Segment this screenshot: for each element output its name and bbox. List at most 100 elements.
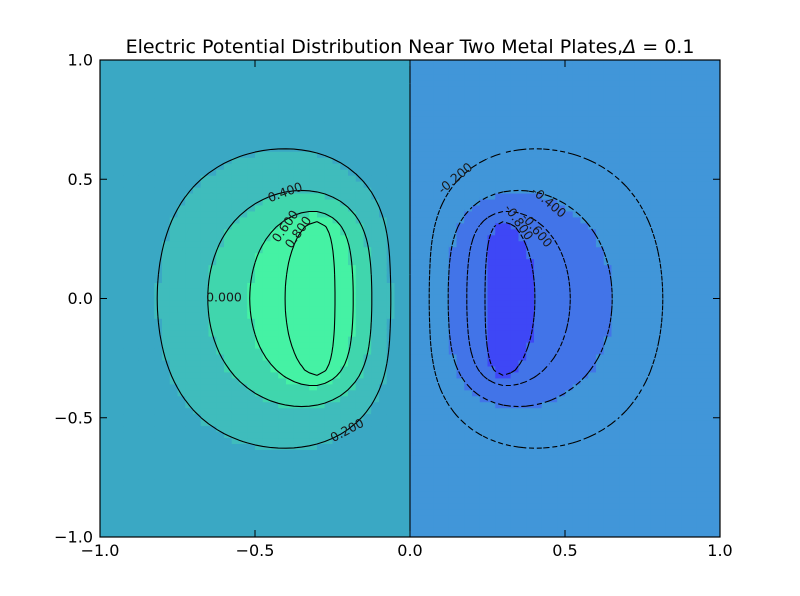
contour-fill-cell [386,531,396,537]
contour-fill-cell [239,459,248,468]
contour-fill-cell [278,423,287,433]
contour-fill-cell [231,513,241,522]
contour-fill-cell [107,137,117,146]
contour-fill-cell [231,411,241,421]
contour-fill-cell [162,489,171,498]
contour-fill-cell [278,370,287,379]
contour-fill-cell [324,340,334,349]
contour-fill-cell [472,256,481,266]
contour-fill-cell [123,471,132,480]
contour-fill-cell [255,155,264,164]
contour-fill-cell [123,113,132,123]
contour-fill-cell [224,268,233,278]
contour-fill-cell [580,405,589,415]
contour-fill-cell [262,250,272,260]
contour-fill-cell [410,411,419,421]
contour-fill-cell [286,292,295,301]
contour-fill-cell [371,364,380,373]
contour-fill-cell [262,191,272,200]
contour-fill-cell [534,65,543,75]
contour-fill-cell [549,358,558,367]
contour-fill-cell [100,262,109,272]
contour-fill-cell [441,256,450,266]
contour-fill-cell [200,226,210,236]
contour-fill-cell [410,60,419,69]
contour-fill-cell [185,447,194,456]
contour-fill-cell [317,215,326,224]
contour-fill-cell [572,131,582,140]
contour-fill-cell [208,393,217,403]
contour-fill-cell [177,507,186,516]
contour-fill-cell [224,393,233,403]
contour-fill-cell [309,250,318,260]
contour-fill-cell [185,340,194,349]
contour-fill-cell [456,304,465,313]
contour-fill-cell [425,107,434,117]
contour-fill-cell [402,346,411,355]
contour-fill-cell [557,304,566,313]
contour-fill-cell [472,119,481,128]
contour-fill-cell [154,507,163,516]
contour-fill-cell [472,113,481,123]
contour-fill-cell [541,274,551,283]
contour-fill-cell [363,411,372,421]
contour-fill-cell [262,304,272,313]
contour-fill-cell [193,71,202,81]
contour-fill-cell [479,226,489,236]
contour-fill-cell [278,244,287,254]
contour-fill-cell [549,441,558,450]
contour-fill-cell [293,209,303,218]
contour-fill-cell [138,107,148,117]
contour-fill-cell [301,417,310,427]
contour-fill-cell [332,381,341,391]
contour-fill-cell [410,226,419,236]
contour-fill-cell [255,429,264,439]
contour-fill-cell [309,60,318,69]
contour-fill-cell [340,119,349,128]
contour-fill-cell [231,71,241,81]
contour-fill-cell [309,465,318,474]
contour-fill-cell [262,393,272,403]
contour-fill-cell [131,268,140,278]
contour-fill-cell [115,220,124,230]
contour-fill-cell [138,352,148,361]
contour-fill-cell [317,465,326,474]
contour-fill-cell [107,393,117,403]
contour-fill-cell [495,95,504,105]
contour-fill-cell [379,435,388,444]
contour-fill-cell [231,453,241,462]
contour-fill-cell [487,423,496,433]
contour-fill-cell [301,274,310,283]
contour-fill-cell [239,256,248,266]
contour-fill-cell [317,286,326,295]
contour-fill-cell [115,441,124,450]
contour-fill-cell [239,173,248,182]
contour-fill-cell [115,405,124,415]
contour-fill-cell [146,167,155,176]
contour-fill-cell [278,262,287,272]
contour-fill-cell [185,477,194,486]
contour-fill-cell [293,65,303,75]
contour-fill-cell [324,501,334,510]
contour-fill-cell [510,304,520,313]
contour-fill-cell [270,519,279,528]
contour-fill-cell [479,131,489,140]
contour-fill-cell [185,292,194,301]
contour-fill-cell [456,525,465,534]
contour-fill-cell [518,256,527,266]
contour-fill-cell [255,423,264,433]
contour-fill-cell [479,465,489,474]
contour-fill-cell [503,119,512,128]
contour-fill-cell [193,113,202,123]
contour-fill-cell [154,531,163,537]
contour-fill-cell [262,161,272,170]
contour-fill-cell [200,95,210,105]
contour-fill-cell [146,226,155,236]
contour-fill-cell [131,203,140,212]
contour-fill-cell [518,435,527,444]
contour-fill-cell [541,405,551,415]
contour-fill-cell [177,167,186,176]
contour-fill-cell [549,453,558,462]
contour-fill-cell [394,352,403,361]
contour-fill-cell [224,346,233,355]
